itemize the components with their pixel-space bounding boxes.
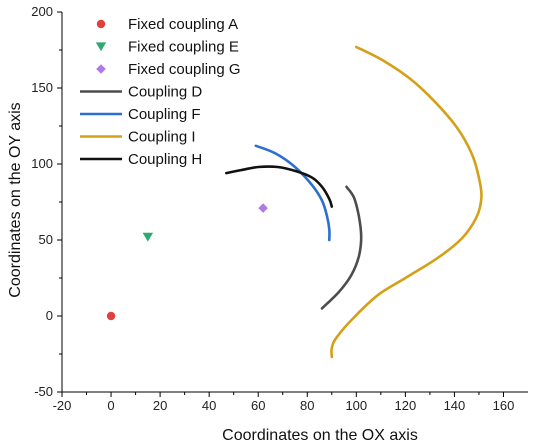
y-tick-label: 100	[31, 156, 53, 171]
x-tick-label: 80	[300, 398, 314, 413]
point-3	[258, 203, 268, 213]
point-1	[106, 311, 116, 321]
curve-3	[330, 45, 483, 359]
plot-area	[106, 45, 483, 359]
legend-label-point-1: Fixed coupling A	[128, 16, 238, 33]
x-tick-label: 120	[395, 398, 417, 413]
curve-1	[320, 185, 363, 310]
axes: -20 0 20 40 60 80 100 120 140 160 -50 0 50 100 150 200	[31, 4, 528, 413]
legend-marker-1	[96, 19, 106, 29]
x-tick-label: 60	[251, 398, 265, 413]
legend-label-curve-1: Coupling D	[128, 84, 202, 101]
curve-4	[225, 165, 334, 208]
x-tick-label: 100	[345, 398, 367, 413]
legend-marker-3	[96, 64, 106, 74]
y-tick-label: 0	[46, 308, 53, 323]
y-axis-label: Coordinates on the OY axis	[7, 102, 24, 297]
legend-label-curve-3: Coupling I	[128, 129, 196, 146]
legend-label-curve-2: Coupling F	[128, 106, 201, 123]
x-tick-label: 40	[202, 398, 216, 413]
legend-marker-2	[95, 42, 107, 52]
y-tick-label: 150	[31, 80, 53, 95]
curve-2	[254, 144, 331, 242]
x-tick-label: 0	[107, 398, 114, 413]
legend: Fixed coupling A Fixed coupling E Fixed co…	[80, 16, 241, 168]
x-tick-label: 140	[444, 398, 466, 413]
legend-label-point-2: Fixed coupling E	[128, 39, 239, 56]
point-2	[142, 232, 154, 242]
legend-label-curve-4: Coupling H	[128, 151, 202, 168]
y-tick-label: 200	[31, 4, 53, 19]
x-axis-label: Coordinates on the OX axis	[222, 427, 418, 444]
legend-label-point-3: Fixed coupling G	[128, 61, 241, 78]
y-tick-label: 50	[39, 232, 53, 247]
x-tick-label: 20	[153, 398, 167, 413]
x-tick-label: 160	[493, 398, 515, 413]
y-tick-label: -50	[34, 384, 53, 399]
x-tick-label: -20	[53, 398, 72, 413]
